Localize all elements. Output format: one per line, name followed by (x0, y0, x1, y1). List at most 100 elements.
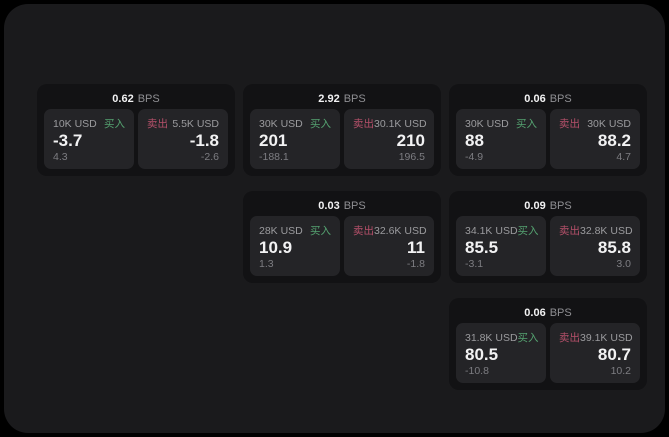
bps-value: 2.92 (318, 93, 340, 105)
sell-side-label: 卖出 (559, 225, 580, 237)
bps-unit-label: BPS (549, 200, 572, 212)
buy-price: 80.5 (465, 345, 499, 365)
card-header: 2.92 BPS (250, 89, 434, 109)
buy-panel[interactable]: 10K USD 买入 -3.7 4.3 (44, 109, 134, 169)
buy-delta: 1.3 (259, 258, 274, 270)
card-body: 28K USD 买入 10.9 1.3 卖出 32.6K USD 11 -1.8 (250, 216, 434, 276)
buy-amount: 10K USD (53, 118, 97, 130)
sell-side-label: 卖出 (353, 225, 374, 237)
bps-unit-label: BPS (343, 93, 366, 105)
buy-side-label: 买入 (310, 225, 331, 237)
card-body: 10K USD 买入 -3.7 4.3 卖出 5.5K USD -1.8 -2.… (44, 109, 228, 169)
quote-card: 0.06 BPS 30K USD 买入 88 -4.9 卖出 30K USD 88… (449, 84, 647, 176)
bps-value: 0.09 (524, 200, 546, 212)
buy-delta: -188.1 (259, 151, 289, 163)
sell-delta: -1.8 (406, 258, 425, 270)
buy-amount: 30K USD (259, 118, 303, 130)
buy-amount: 31.8K USD (465, 332, 518, 344)
sell-side-label: 卖出 (147, 118, 168, 130)
quote-card: 0.03 BPS 28K USD 买入 10.9 1.3 卖出 32.6K USD… (243, 191, 441, 283)
quote-card: 0.62 BPS 10K USD 买入 -3.7 4.3 卖出 5.5K USD … (37, 84, 235, 176)
buy-side-label: 买入 (310, 118, 331, 130)
app-window: 0.62 BPS 10K USD 买入 -3.7 4.3 卖出 5.5K USD … (4, 4, 665, 433)
sell-panel[interactable]: 卖出 32.8K USD 85.8 3.0 (550, 216, 640, 276)
card-header: 0.09 BPS (456, 196, 640, 216)
buy-price: 85.5 (465, 238, 499, 258)
sell-delta: -2.6 (200, 151, 219, 163)
sell-side-label: 卖出 (559, 118, 580, 130)
bps-value: 0.03 (318, 200, 340, 212)
buy-panel[interactable]: 30K USD 买入 88 -4.9 (456, 109, 546, 169)
buy-panel[interactable]: 34.1K USD 买入 85.5 -3.1 (456, 216, 546, 276)
buy-amount: 30K USD (465, 118, 509, 130)
bps-value: 0.62 (112, 93, 134, 105)
sell-panel-top-row: 卖出 32.8K USD (559, 223, 633, 238)
sell-panel-top-row: 卖出 30.1K USD (353, 116, 427, 131)
sell-panel[interactable]: 卖出 30.1K USD 210 196.5 (344, 109, 434, 169)
buy-panel-top-row: 10K USD 买入 (53, 116, 125, 131)
buy-side-label: 买入 (517, 225, 539, 237)
buy-panel[interactable]: 28K USD 买入 10.9 1.3 (250, 216, 340, 276)
buy-amount: 28K USD (259, 225, 303, 237)
sell-price: 11 (407, 238, 425, 258)
card-header: 0.03 BPS (250, 196, 434, 216)
sell-panel[interactable]: 卖出 30K USD 88.2 4.7 (550, 109, 640, 169)
buy-panel[interactable]: 31.8K USD 买入 80.5 -10.8 (456, 323, 546, 383)
sell-price: 88.2 (597, 131, 631, 151)
buy-delta: -10.8 (465, 365, 489, 377)
buy-price: -3.7 (53, 131, 83, 151)
sell-price: 85.8 (597, 238, 631, 258)
buy-panel-top-row: 34.1K USD 买入 (465, 223, 539, 238)
sell-panel[interactable]: 卖出 32.6K USD 11 -1.8 (344, 216, 434, 276)
sell-price: 80.7 (597, 345, 631, 365)
buy-price: 88 (465, 131, 484, 151)
sell-price: -1.8 (189, 131, 219, 151)
buy-side-label: 买入 (104, 118, 125, 130)
bps-value: 0.06 (524, 307, 546, 319)
sell-panel-top-row: 卖出 39.1K USD (559, 330, 633, 345)
buy-panel[interactable]: 30K USD 买入 201 -188.1 (250, 109, 340, 169)
card-header: 0.06 BPS (456, 89, 640, 109)
buy-panel-top-row: 28K USD 买入 (259, 223, 331, 238)
sell-panel-top-row: 卖出 30K USD (559, 116, 631, 131)
buy-panel-top-row: 31.8K USD 买入 (465, 330, 539, 345)
sell-amount: 32.8K USD (580, 225, 633, 237)
sell-delta: 10.2 (610, 365, 631, 377)
sell-panel[interactable]: 卖出 39.1K USD 80.7 10.2 (550, 323, 640, 383)
buy-price: 201 (259, 131, 288, 151)
sell-amount: 30K USD (587, 118, 631, 130)
sell-side-label: 卖出 (353, 118, 374, 130)
buy-price: 10.9 (259, 238, 293, 258)
sell-amount: 5.5K USD (172, 118, 219, 130)
buy-delta: 4.3 (53, 151, 68, 163)
bps-unit-label: BPS (137, 93, 160, 105)
sell-delta: 196.5 (398, 151, 425, 163)
bps-unit-label: BPS (549, 93, 572, 105)
bps-value: 0.06 (524, 93, 546, 105)
card-header: 0.06 BPS (456, 303, 640, 323)
buy-panel-top-row: 30K USD 买入 (465, 116, 537, 131)
card-header: 0.62 BPS (44, 89, 228, 109)
card-body: 30K USD 买入 88 -4.9 卖出 30K USD 88.2 4.7 (456, 109, 640, 169)
quote-card: 0.06 BPS 31.8K USD 买入 80.5 -10.8 卖出 39.1K… (449, 298, 647, 390)
buy-panel-top-row: 30K USD 买入 (259, 116, 331, 131)
buy-delta: -3.1 (465, 258, 484, 270)
bps-unit-label: BPS (549, 307, 572, 319)
sell-panel-top-row: 卖出 5.5K USD (147, 116, 219, 131)
buy-amount: 34.1K USD (465, 225, 518, 237)
card-body: 30K USD 买入 201 -188.1 卖出 30.1K USD 210 1… (250, 109, 434, 169)
quote-card: 2.92 BPS 30K USD 买入 201 -188.1 卖出 30.1K U… (243, 84, 441, 176)
buy-side-label: 买入 (517, 332, 539, 344)
sell-panel-top-row: 卖出 32.6K USD (353, 223, 427, 238)
buy-side-label: 买入 (516, 118, 537, 130)
sell-side-label: 卖出 (559, 332, 580, 344)
sell-amount: 30.1K USD (374, 118, 427, 130)
sell-delta: 3.0 (616, 258, 631, 270)
card-body: 34.1K USD 买入 85.5 -3.1 卖出 32.8K USD 85.8… (456, 216, 640, 276)
card-body: 31.8K USD 买入 80.5 -10.8 卖出 39.1K USD 80.… (456, 323, 640, 383)
sell-panel[interactable]: 卖出 5.5K USD -1.8 -2.6 (138, 109, 228, 169)
sell-price: 210 (396, 131, 425, 151)
sell-amount: 39.1K USD (580, 332, 633, 344)
bps-unit-label: BPS (343, 200, 366, 212)
quote-card: 0.09 BPS 34.1K USD 买入 85.5 -3.1 卖出 32.8K … (449, 191, 647, 283)
